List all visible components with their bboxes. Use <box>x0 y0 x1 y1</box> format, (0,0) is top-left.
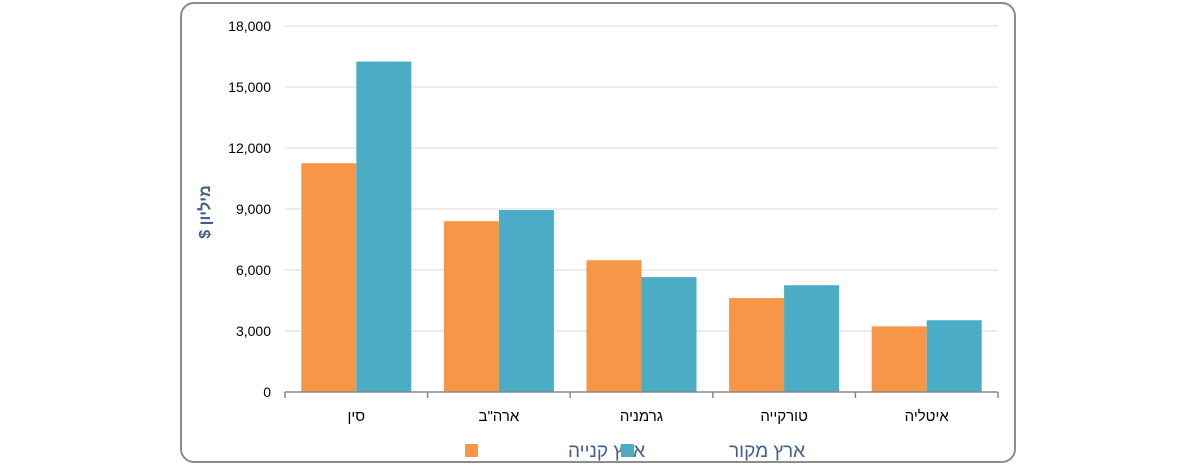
legend: ארץ קנייה ארץ מקור <box>465 441 805 462</box>
bar <box>586 260 642 392</box>
y-tick-label: 12,000 <box>228 140 271 156</box>
bar <box>498 210 554 392</box>
x-tick-label: טורקייה <box>760 408 808 425</box>
bar <box>784 285 840 392</box>
bar <box>301 163 357 392</box>
bars <box>301 61 982 392</box>
y-tick-label: 15,000 <box>228 79 271 95</box>
y-axis-label: מיליון $ <box>196 185 214 238</box>
bar <box>443 221 499 392</box>
x-tick-label: סין <box>347 408 365 425</box>
x-tick-labels: סין ארה"ב גרמניה טורקייה איטליה <box>347 408 949 425</box>
bar <box>729 298 785 392</box>
legend-swatch <box>621 444 634 457</box>
y-tick-labels: 0 3,000 6,000 9,000 12,000 15,000 18,000 <box>228 18 271 400</box>
bar <box>641 277 697 392</box>
axes <box>284 391 999 398</box>
legend-swatch <box>465 444 478 457</box>
y-tick-label: 0 <box>263 384 271 400</box>
y-tick-label: 6,000 <box>236 262 271 278</box>
x-tick-label: ארה"ב <box>479 408 520 425</box>
x-tick-label: גרמניה <box>620 408 663 425</box>
bar <box>356 61 412 392</box>
y-tick-label: 9,000 <box>236 201 271 217</box>
y-tick-label: 3,000 <box>236 323 271 339</box>
chart-frame <box>180 2 1016 463</box>
bar <box>926 320 982 392</box>
legend-label: ארץ מקור <box>729 441 805 462</box>
bar <box>871 326 927 392</box>
x-tick-label: איטליה <box>905 408 950 425</box>
y-tick-label: 18,000 <box>228 18 271 34</box>
